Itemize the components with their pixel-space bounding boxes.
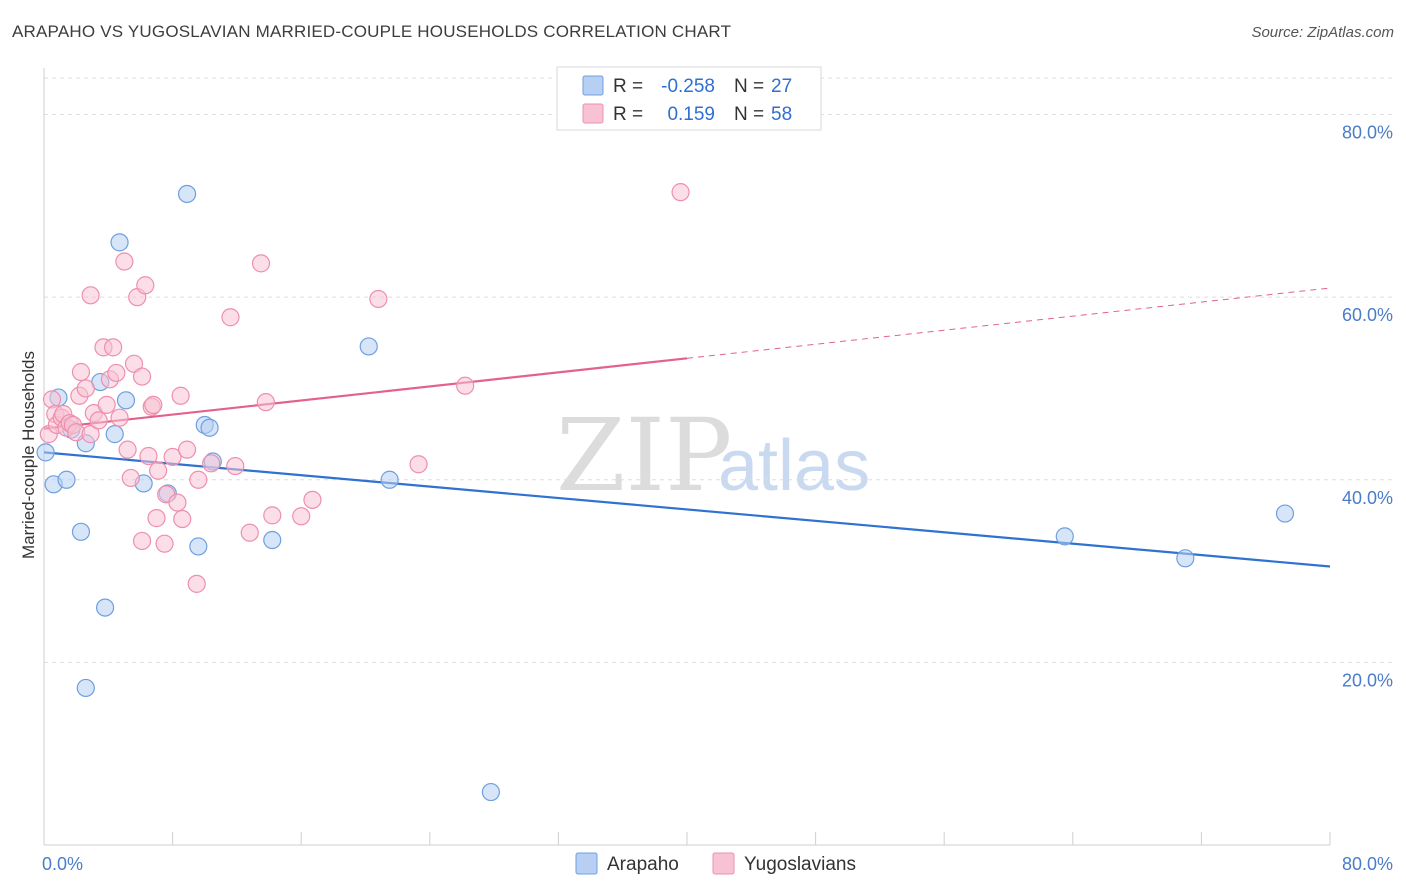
yugoslavians-point-55: [456, 376, 475, 395]
legend-swatch-yugoslavians: [582, 103, 604, 124]
yugoslavians-point-18: [97, 395, 116, 414]
bottom-legend-swatch-yugoslavians: [712, 852, 735, 875]
x-tick-label-min: 0.0%: [42, 854, 83, 874]
chart-title: ARAPAHO VS YUGOSLAVIAN MARRIED-COUPLE HO…: [12, 22, 732, 41]
arapaho-point-25: [1176, 549, 1195, 568]
legend-n-value-yugoslavians: 58: [771, 104, 792, 125]
yugoslavians-point-43: [187, 574, 206, 593]
arapaho-point-9: [95, 598, 115, 617]
yugoslavians-point-57: [263, 506, 282, 525]
yugoslavians-point-31: [139, 446, 158, 466]
correlation-legend: R = -0.258 N = 27 R = 0.159 N = 58: [556, 66, 822, 131]
yugoslavians-point-36: [155, 534, 174, 553]
arapaho-point-21: [359, 337, 378, 356]
arapaho-point-24: [1055, 527, 1074, 546]
source-credit: Source: ZipAtlas.com: [1251, 24, 1394, 41]
yugoslavians-point-49: [251, 254, 271, 273]
yugoslavians-point-29: [132, 531, 152, 551]
legend-swatch-arapaho: [582, 75, 604, 96]
yugoslavians-point-42: [177, 440, 197, 459]
legend-r-label-yugoslavians: R =: [613, 104, 643, 125]
yugoslavians-point-24: [118, 440, 137, 459]
yugoslavians-point-50: [256, 393, 275, 412]
yugoslavians-point-26: [124, 354, 144, 373]
legend-r-label-arapaho: R =: [613, 76, 643, 97]
trend-line-extension-1: [686, 287, 1331, 359]
legend-n-value-arapaho: 27: [771, 76, 792, 97]
trend-line-1: [43, 357, 688, 430]
arapaho-point-18: [200, 418, 219, 437]
arapaho-point-16: [189, 537, 208, 556]
arapaho-point-11: [110, 233, 129, 252]
yugoslavians-point-52: [303, 490, 322, 509]
yugoslavians-point-51: [292, 507, 311, 526]
yugoslavians-point-45: [202, 454, 221, 473]
bottom-legend-label-yugoslavians: Yugoslavians: [744, 854, 856, 875]
series-legend: Arapaho Yugoslavians: [575, 852, 856, 875]
y-tick-label-20: 20.0%: [1342, 670, 1393, 690]
yugoslavians-point-33: [144, 395, 163, 414]
yugoslavians-point-16: [89, 411, 108, 430]
watermark-atlas: atlas: [718, 426, 870, 506]
y-tick-label-40: 40.0%: [1342, 488, 1393, 508]
arapaho-point-10: [105, 425, 124, 444]
yugoslavians-point-56: [671, 183, 690, 202]
yugoslavians-point-35: [149, 461, 168, 480]
yugoslavians-point-12: [76, 379, 95, 398]
watermark-zip: ZIP: [556, 397, 732, 514]
yugoslavians-point-30: [136, 276, 155, 295]
yugoslavians-point-14: [81, 286, 100, 305]
yugoslavians-point-21: [107, 363, 126, 383]
axes: 20.0% 40.0% 60.0% 80.0% 0.0% 80.0%: [42, 68, 1393, 874]
arapaho-point-0: [36, 443, 55, 462]
arapaho-point-3: [57, 470, 76, 489]
arapaho-point-26: [1275, 504, 1295, 523]
legend-n-label-yugoslavians: N =: [734, 104, 764, 125]
yugoslavians-point-53: [369, 289, 388, 309]
yugoslavians-point-39: [168, 493, 187, 512]
yugoslavians-point-28: [132, 367, 152, 386]
yugoslavians-point-25: [121, 468, 140, 488]
yugoslavians-point-13: [81, 425, 100, 444]
yugoslavians-point-40: [171, 386, 190, 405]
y-tick-label-80: 80.0%: [1342, 123, 1393, 143]
trend-line-0: [43, 451, 1331, 568]
yugoslavians-point-20: [104, 338, 123, 357]
y-tick-label-60: 60.0%: [1342, 305, 1393, 325]
y-axis-label: Married-couple Households: [19, 351, 38, 559]
arapaho-point-12: [116, 391, 136, 410]
bottom-legend-label-arapaho: Arapaho: [607, 854, 679, 875]
arapaho-point-15: [177, 184, 197, 204]
yugoslavians-point-11: [71, 362, 91, 382]
yugoslavians-point-38: [163, 447, 182, 467]
legend-n-label-arapaho: N =: [734, 76, 764, 97]
gridlines: [44, 77, 1392, 663]
arapaho-point-23: [481, 782, 500, 802]
yugoslavians-point-48: [240, 523, 259, 542]
yugoslavians-point-54: [409, 455, 428, 474]
arapaho-point-6: [76, 678, 95, 698]
yugoslavians-point-22: [110, 408, 129, 427]
yugoslavians-point-34: [147, 509, 166, 528]
legend-r-value-arapaho: -0.258: [661, 76, 715, 97]
data-points: [36, 183, 1295, 802]
yugoslavians-point-23: [115, 252, 134, 271]
yugoslavians-point-44: [189, 470, 208, 489]
legend-r-value-yugoslavians: 0.159: [667, 104, 715, 125]
arapaho-point-5: [71, 522, 91, 541]
yugoslavians-point-41: [173, 509, 192, 529]
yugoslavians-point-47: [226, 456, 245, 476]
x-tick-label-max: 80.0%: [1342, 854, 1393, 874]
yugoslavians-point-46: [221, 308, 240, 327]
arapaho-point-22: [380, 470, 399, 489]
arapaho-point-20: [263, 530, 282, 550]
bottom-legend-swatch-arapaho: [575, 852, 598, 875]
trend-lines: [43, 287, 1331, 568]
